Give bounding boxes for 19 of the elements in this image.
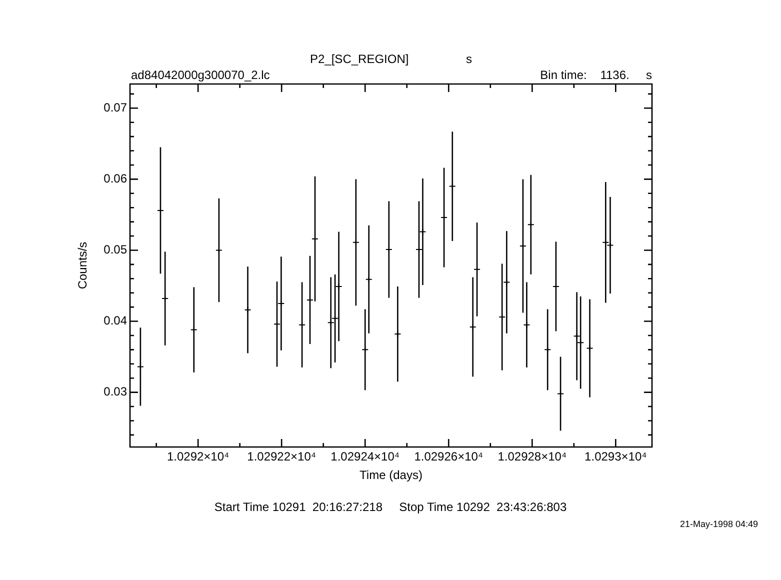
text: s [466,52,472,66]
x-tick-label: 1.0292×10⁴ [166,450,230,464]
x-axis-title: Time (days) [360,468,422,482]
x-tick-label: 1.02924×10⁴ [330,450,400,464]
y-tick-label: 0.07 [104,100,128,114]
x-tick-label: 1.02922×10⁴ [247,450,316,464]
y-axis-title: Counts/s [76,242,90,290]
text: Bin time: 1136. s [540,68,652,82]
x-tick-label: 1.02928×10⁴ [498,450,567,464]
x-tick-label: 1.02926×10⁴ [414,450,484,464]
text: ad84042000g300070_2.lc [131,68,270,82]
y-tick-label: 0.04 [104,314,128,328]
text: 21-May-1998 04:49 [680,519,758,529]
y-tick-label: 0.03 [104,384,128,399]
x-tick-label: 1.0293×10⁴ [584,450,647,464]
chart-title: P2_[SC_REGION] [310,52,409,66]
y-tick-label: 0.05 [104,242,128,257]
text: Start Time 10291 20:16:27:218 Stop Time 10292 23:43:26:803 [213,500,568,514]
y-tick-label: 0.06 [104,172,128,186]
